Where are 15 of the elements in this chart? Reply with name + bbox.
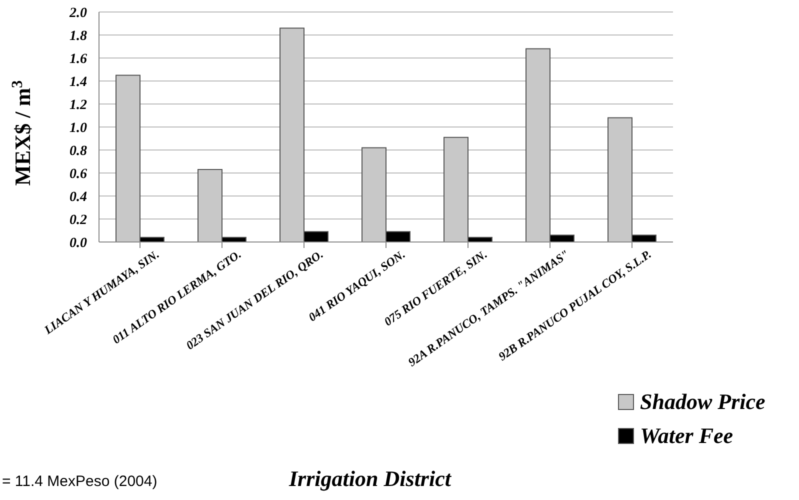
x-axis-title: Irrigation District xyxy=(288,466,452,492)
text: = 11.4 MexPeso (2004) xyxy=(2,473,158,490)
y-tick-label: 1.0 xyxy=(70,121,87,136)
y-tick-label: 1.6 xyxy=(70,52,87,67)
y-tick-label: 1.8 xyxy=(70,29,87,44)
y-tick-label: 2.0 xyxy=(68,6,87,21)
y-tick-label: 0.4 xyxy=(70,190,87,205)
y-tick-label: 0.0 xyxy=(70,236,87,251)
y-tick-label: 1.4 xyxy=(70,75,87,90)
y-tick-label: 0.2 xyxy=(70,213,87,228)
legend-label: Shadow Price xyxy=(640,389,766,415)
legend-label: Water Fee xyxy=(640,423,734,449)
y-tick-label: 0.6 xyxy=(70,167,87,182)
y-tick-label: 1.2 xyxy=(70,98,87,113)
y-tick-label: 0.8 xyxy=(70,144,87,159)
